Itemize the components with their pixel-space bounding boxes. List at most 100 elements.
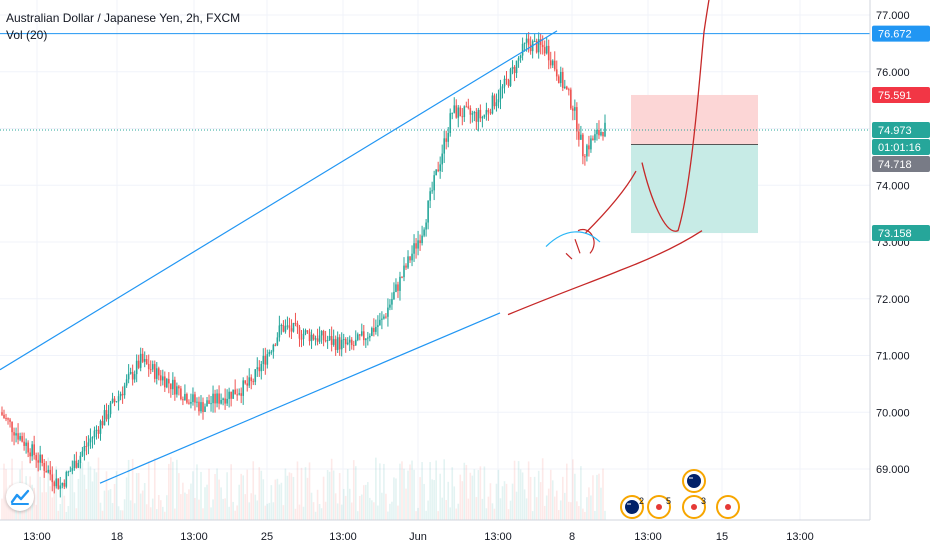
candle-body [135,360,138,375]
volume-indicator-label[interactable]: Vol (20) [6,28,48,42]
candle-body [164,376,166,388]
flag-dot [656,504,662,510]
volume-bar [586,497,588,520]
volume-bar [216,468,218,520]
volume-bar [232,501,234,520]
candle-body [280,325,283,327]
volume-bar [230,464,232,520]
volume-bar [99,502,102,520]
volume-bar [515,491,518,520]
candle-body [495,102,498,107]
volume-bar [592,475,594,520]
lower-channel-line[interactable] [99,312,501,484]
candle-body [248,377,251,386]
candle-body [511,66,514,70]
tradingview-logo[interactable] [6,483,34,511]
candle-body [555,69,558,77]
price-tag-bg [872,25,930,42]
volume-bar [393,477,395,520]
candle-body [61,482,64,486]
event-marker[interactable] [682,469,706,493]
volume-bar [559,500,562,520]
volume-bar [547,488,550,520]
candle-body [27,442,29,453]
price-tag-stop[interactable]: 73.158 [872,225,930,242]
volume-bar [475,497,478,520]
event-marker[interactable]: 3 [682,495,706,519]
volume-bar [43,471,46,520]
candle-body [35,455,37,461]
rise-stroke[interactable] [584,170,637,234]
price-tag-last[interactable]: 74.973 [872,122,930,139]
volume-bar [254,494,257,520]
volume-bar [252,461,255,520]
volume-bar [200,471,202,520]
grid [0,0,870,520]
candle-body [365,338,367,341]
volume-bar [421,462,423,520]
position-zones [631,94,758,234]
volume-bar [113,483,116,520]
volume-bar [373,502,375,520]
candle-body [381,318,383,320]
volume-bar [397,505,399,520]
symbol-title[interactable]: Australian Dollar / Japanese Yen, 2h, FX… [6,11,241,25]
volume-bar [529,476,532,520]
volume-bar [141,490,144,520]
candle-body [87,442,90,447]
candle-body [125,379,128,386]
candle-body [288,325,291,329]
candle-body [397,284,399,291]
price-tag-countdown[interactable]: 01:01:16 [872,139,930,156]
candle-body [103,410,106,426]
candle-body [507,79,510,86]
candle-body [588,145,590,150]
volume-bar [399,463,401,520]
candle-body [389,304,391,308]
upper-channel-line[interactable] [0,30,558,371]
candle-body [358,334,361,336]
volume-bar [457,503,460,520]
price-tag-target[interactable]: 75.591 [872,86,930,103]
volume-bar [369,497,371,520]
volume-bar [274,479,277,520]
volume-bar [214,474,216,520]
volume-bar [306,477,309,520]
candle-body [308,331,311,342]
candle-body [310,334,313,342]
price-tag-entry[interactable]: 74.718 [872,156,930,173]
candle-body [101,421,104,426]
candle-body [89,438,92,443]
volume-bar [377,505,379,520]
volume-bar [248,502,251,520]
volume-bar [95,472,98,520]
event-marker[interactable] [716,495,740,519]
candle-body [306,330,309,332]
candle-body [467,106,470,108]
volume-bar [131,458,134,520]
candle-body [403,265,405,278]
candle-body [523,42,526,44]
volume-bar [196,464,198,520]
volume-bar [125,477,128,520]
forecast-path[interactable] [641,0,718,232]
candle-body [320,330,323,336]
projected-support-curve[interactable] [507,230,703,316]
volume-bar [63,495,66,520]
handwritten-mark[interactable] [565,228,595,260]
y-tick-label: 72.000 [876,294,910,306]
stop-zone[interactable] [631,144,758,234]
y-tick-label: 70.000 [876,407,910,419]
volume-bar [157,495,160,520]
cyan-stroke[interactable] [545,231,601,247]
y-tick-label: 71.000 [876,351,910,363]
candle-body [57,478,60,489]
candle-body [170,383,172,390]
event-marker[interactable]: 5 [647,495,671,519]
candle-body [17,433,19,440]
event-marker[interactable]: 2 [620,495,644,519]
volume-bar [485,508,488,520]
price-tag-resistance[interactable]: 76.672 [872,25,930,42]
